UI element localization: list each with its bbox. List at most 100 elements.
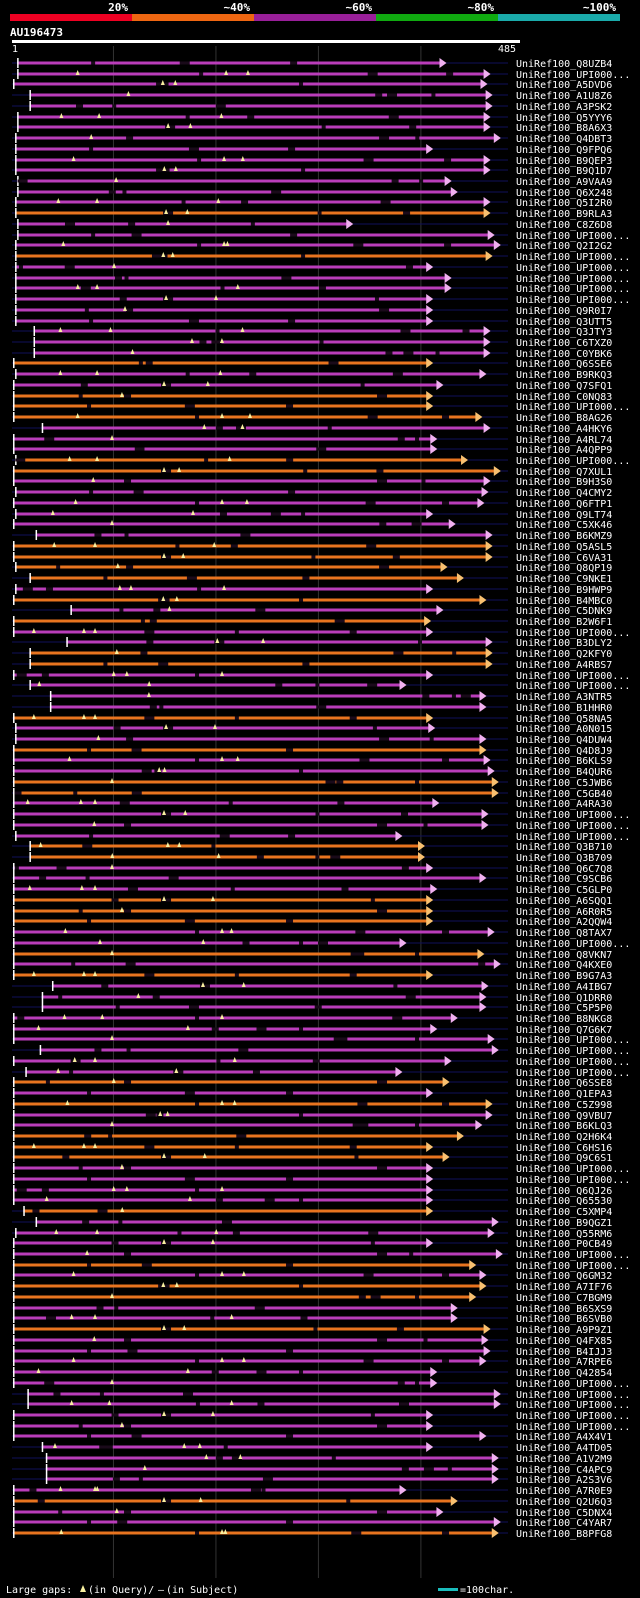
- hit-row[interactable]: UniRef100_Q6QJ26: [12, 1185, 612, 1197]
- hit-row[interactable]: UniRef100_Q8TAX7: [12, 927, 612, 939]
- hit-bar[interactable]: [13, 780, 493, 784]
- hit-row[interactable]: UniRef100_C0NQ83: [12, 391, 612, 403]
- hit-row[interactable]: UniRef100_Q7XUL1: [12, 466, 612, 478]
- hit-bar[interactable]: [13, 1123, 477, 1127]
- hit-label[interactable]: UniRef100_Q42854: [516, 1368, 612, 1379]
- hit-label[interactable]: UniRef100_Q65530: [516, 1196, 612, 1207]
- hit-bar[interactable]: [13, 1284, 481, 1288]
- hit-bar[interactable]: [15, 168, 485, 172]
- hit-bar[interactable]: [29, 855, 419, 859]
- hit-bar[interactable]: [13, 1327, 485, 1331]
- hit-row[interactable]: UniRef100_C9NKE1: [12, 573, 612, 585]
- hit-bar[interactable]: [13, 1338, 483, 1342]
- hit-label[interactable]: UniRef100_Q7SFQ1: [516, 381, 612, 392]
- hit-row[interactable]: UniRef100_UPI000...: [12, 1249, 630, 1261]
- hit-label[interactable]: UniRef100_UPI000...: [516, 263, 630, 274]
- hit-label[interactable]: UniRef100_Q9R0I7: [516, 306, 612, 317]
- hit-bar[interactable]: [45, 1456, 493, 1460]
- hit-row[interactable]: UniRef100_Q3B709: [12, 852, 612, 864]
- hit-label[interactable]: UniRef100_Q3B709: [516, 853, 612, 864]
- hit-label[interactable]: UniRef100_UPI000...: [516, 1261, 630, 1272]
- hit-row[interactable]: UniRef100_Q6X248: [12, 187, 612, 199]
- hit-label[interactable]: UniRef100_A6R0R5: [516, 907, 612, 918]
- hit-label[interactable]: UniRef100_A4TD05: [516, 1443, 612, 1454]
- hit-label[interactable]: UniRef100_Q1EPA3: [516, 1089, 612, 1100]
- hit-row[interactable]: UniRef100_Q5YYY6: [12, 112, 612, 124]
- hit-label[interactable]: UniRef100_B9H3S0: [516, 477, 612, 488]
- hit-label[interactable]: UniRef100_B1HHR0: [516, 703, 612, 714]
- hit-label[interactable]: UniRef100_UPI000...: [516, 284, 630, 295]
- hit-bar[interactable]: [13, 469, 495, 473]
- hit-label[interactable]: UniRef100_Q6SSE6: [516, 359, 612, 370]
- hit-row[interactable]: UniRef100_B9QGZ1: [12, 1217, 612, 1229]
- hit-label[interactable]: UniRef100_Q3UTT5: [516, 317, 612, 328]
- hit-label[interactable]: UniRef100_A7RPE6: [516, 1357, 612, 1368]
- hit-label[interactable]: UniRef100_B9RLA3: [516, 209, 612, 220]
- hit-bar[interactable]: [41, 1005, 481, 1009]
- hit-row[interactable]: UniRef100_UPI000...: [12, 1045, 630, 1057]
- hit-bar[interactable]: [13, 394, 428, 398]
- hit-bar[interactable]: [33, 329, 485, 333]
- hit-label[interactable]: UniRef100_UPI000...: [516, 1400, 630, 1411]
- hit-row[interactable]: UniRef100_UPI000...: [12, 262, 630, 274]
- hit-bar[interactable]: [13, 1102, 487, 1106]
- hit-label[interactable]: UniRef100_B9G7A3: [516, 971, 612, 982]
- hit-row[interactable]: UniRef100_UPI000...: [12, 1174, 630, 1186]
- hit-row[interactable]: UniRef100_B4QUR6: [12, 766, 612, 778]
- hit-row[interactable]: UniRef100_UPI000...: [12, 1410, 630, 1422]
- hit-bar[interactable]: [15, 243, 495, 247]
- hit-bar[interactable]: [29, 683, 401, 687]
- hit-bar[interactable]: [15, 254, 487, 258]
- hit-label[interactable]: UniRef100_A4IBG7: [516, 982, 612, 993]
- hit-row[interactable]: UniRef100_UPI000...: [12, 1389, 630, 1401]
- hit-row[interactable]: UniRef100_Q4DBT3: [12, 133, 612, 145]
- hit-row[interactable]: UniRef100_UPI000...: [12, 1421, 630, 1433]
- hit-bar[interactable]: [13, 1273, 481, 1277]
- hit-row[interactable]: UniRef100_A6SQQ1: [12, 895, 612, 907]
- hit-bar[interactable]: [41, 1445, 428, 1449]
- hit-row[interactable]: UniRef100_C5DNK9: [12, 605, 612, 617]
- hit-bar[interactable]: [70, 608, 438, 612]
- hit-label[interactable]: UniRef100_Q8UZB4: [516, 59, 612, 70]
- hit-row[interactable]: UniRef100_Q4DUW4: [12, 734, 612, 746]
- hit-row[interactable]: UniRef100_Q4D8J9: [12, 745, 612, 757]
- hit-bar[interactable]: [15, 200, 485, 204]
- hit-bar[interactable]: [13, 876, 481, 880]
- hit-label[interactable]: UniRef100_A2QQW4: [516, 917, 612, 928]
- hit-label[interactable]: UniRef100_Q7XUL1: [516, 467, 612, 478]
- hit-bar[interactable]: [13, 1241, 428, 1245]
- hit-bar[interactable]: [13, 952, 479, 956]
- hit-bar[interactable]: [13, 930, 489, 934]
- hit-row[interactable]: UniRef100_Q1EPA3: [12, 1088, 612, 1100]
- hit-row[interactable]: UniRef100_Q2I2G2: [12, 240, 612, 252]
- hit-bar[interactable]: [13, 1520, 495, 1524]
- hit-bar[interactable]: [13, 801, 434, 805]
- hit-row[interactable]: UniRef100_UPI000...: [12, 938, 630, 950]
- hit-row[interactable]: UniRef100_A4HKY6: [12, 423, 612, 435]
- hit-label[interactable]: UniRef100_C8Z6D8: [516, 220, 612, 231]
- hit-label[interactable]: UniRef100_Q6GM32: [516, 1271, 612, 1282]
- hit-label[interactable]: UniRef100_Q9FPQ6: [516, 145, 612, 156]
- hit-bar[interactable]: [29, 104, 487, 108]
- hit-label[interactable]: UniRef100_UPI000...: [516, 1164, 630, 1175]
- hit-bar[interactable]: [39, 1048, 493, 1052]
- hit-bar[interactable]: [13, 1188, 428, 1192]
- hit-row[interactable]: UniRef100_C5XK46: [12, 519, 612, 531]
- hit-bar[interactable]: [15, 136, 495, 140]
- hit-bar[interactable]: [13, 1510, 438, 1514]
- hit-bar[interactable]: [13, 1016, 452, 1020]
- hit-label[interactable]: UniRef100_C0YBK6: [516, 349, 612, 360]
- hit-row[interactable]: UniRef100_UPI000...: [12, 1034, 630, 1046]
- hit-label[interactable]: UniRef100_A9VAA9: [516, 177, 612, 188]
- hit-row[interactable]: UniRef100_B8NKG8: [12, 1013, 612, 1025]
- hit-bar[interactable]: [13, 1263, 471, 1267]
- hit-bar[interactable]: [13, 522, 450, 526]
- hit-label[interactable]: UniRef100_UPI000...: [516, 1057, 630, 1068]
- hit-row[interactable]: UniRef100_A4RA30: [12, 798, 612, 810]
- hit-label[interactable]: UniRef100_UPI000...: [516, 1379, 630, 1390]
- hit-row[interactable]: UniRef100_Q65530: [12, 1195, 612, 1207]
- hit-row[interactable]: UniRef100_A7IF76: [12, 1281, 612, 1293]
- hit-label[interactable]: UniRef100_Q4FX85: [516, 1336, 612, 1347]
- hit-bar[interactable]: [13, 962, 495, 966]
- hit-label[interactable]: UniRef100_Q6C7Q8: [516, 864, 612, 875]
